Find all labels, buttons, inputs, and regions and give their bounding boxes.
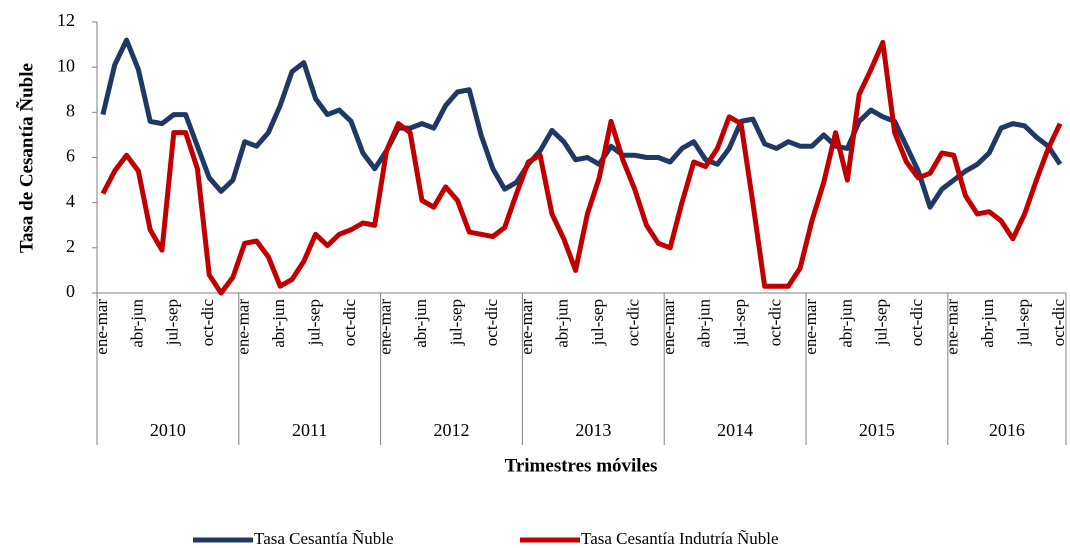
x-tick-label: jul-sep <box>446 299 465 346</box>
x-tick-label: abr-jun <box>411 299 430 348</box>
legend-label: Tasa Cesantía Ñuble <box>254 529 394 548</box>
y-tick-label: 6 <box>66 146 75 166</box>
x-tick-label: oct-dic <box>907 299 926 347</box>
x-tick-label: ene-mar <box>801 299 820 355</box>
x-tick-label: oct-dic <box>624 299 643 347</box>
x-tick-label: jul-sep <box>1014 299 1033 346</box>
legend-label: Tasa Cesantía Indutría Ñuble <box>581 529 779 548</box>
x-tick-label: ene-mar <box>92 299 111 355</box>
x-tick-label: ene-mar <box>375 299 394 355</box>
series-line <box>100 37 1063 210</box>
y-tick-label: 12 <box>57 10 75 30</box>
x-tick-label: abr-jun <box>269 299 288 348</box>
group-label: 2011 <box>292 420 327 440</box>
x-tick-label: jul-sep <box>730 299 749 346</box>
x-tick-label: abr-jun <box>694 299 713 348</box>
x-tick-label: ene-mar <box>517 299 536 355</box>
group-label: 2013 <box>575 420 611 440</box>
y-tick-label: 8 <box>66 100 75 120</box>
x-tick-label: oct-dic <box>198 299 217 347</box>
group-label: 2012 <box>434 420 470 440</box>
group-label: 2016 <box>989 420 1025 440</box>
x-axis-title: Trimestres móviles <box>505 455 658 476</box>
x-tick-label: abr-jun <box>127 299 146 348</box>
x-tick-label: abr-jun <box>553 299 572 348</box>
group-label: 2010 <box>150 420 186 440</box>
x-tick-label: jul-sep <box>588 299 607 346</box>
x-tick-label: abr-jun <box>978 299 997 348</box>
x-tick-label: oct-dic <box>482 299 501 347</box>
x-tick-label: oct-dic <box>340 299 359 347</box>
y-axis-title: Tasa de Cesantía Ñuble <box>15 63 37 253</box>
x-tick-label: jul-sep <box>305 299 324 346</box>
x-tick-label: jul-sep <box>872 299 891 346</box>
x-tick-label: ene-mar <box>234 299 253 355</box>
x-tick-label: abr-jun <box>836 299 855 348</box>
x-tick-label: ene-mar <box>659 299 678 355</box>
x-tick-label: oct-dic <box>765 299 784 347</box>
y-tick-label: 0 <box>66 281 75 301</box>
group-label: 2014 <box>717 420 753 440</box>
y-tick-label: 10 <box>57 55 75 75</box>
y-tick-label: 4 <box>66 191 75 211</box>
x-tick-label: jul-sep <box>163 299 182 346</box>
x-tick-label: ene-mar <box>943 299 962 355</box>
series-line <box>100 39 1063 296</box>
x-tick-label: oct-dic <box>1049 299 1068 347</box>
y-tick-label: 2 <box>66 236 75 256</box>
group-label: 2015 <box>859 420 895 440</box>
